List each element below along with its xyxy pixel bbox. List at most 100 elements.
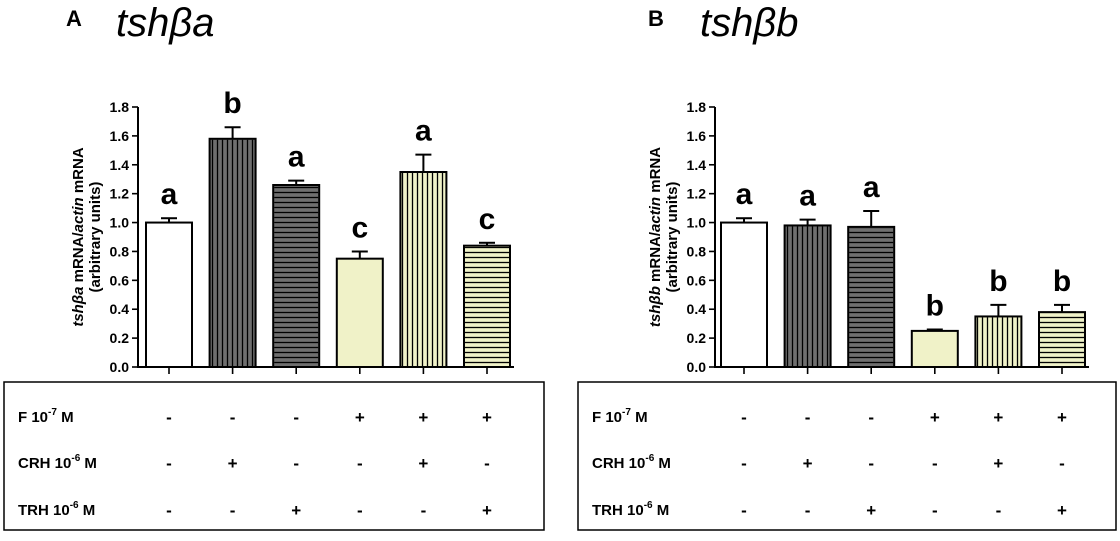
chart-title: tshβb [700, 1, 798, 45]
significance-letter: c [479, 203, 496, 236]
treatment-label: F 10-7 M [18, 407, 74, 426]
y-tick-label: 1.0 [110, 215, 130, 231]
y-tick-label: 0.8 [110, 243, 130, 259]
treatment-sign: - [230, 501, 236, 520]
treatment-sign: - [357, 501, 363, 520]
treatment-sign: + [930, 408, 940, 427]
y-tick-label: 0.8 [687, 243, 707, 259]
treatment-sign: + [1057, 408, 1067, 427]
y-tick-label: 0.2 [110, 330, 130, 346]
significance-letter: a [288, 141, 305, 174]
bar-hatch [465, 246, 509, 366]
bar-hatch [210, 139, 255, 366]
treatment-sign: - [741, 501, 747, 520]
y-axis-label-units: (arbitrary units) [664, 182, 681, 293]
treatment-sign: - [421, 501, 427, 520]
treatment-sign: - [1059, 454, 1065, 473]
treatment-sign: - [293, 454, 299, 473]
significance-letter: b [989, 265, 1007, 298]
y-tick-label: 1.6 [110, 128, 130, 144]
treatment-label: CRH 10-6 M [592, 453, 671, 472]
y-tick-label: 0.4 [110, 301, 130, 317]
y-tick-label: 1.8 [110, 99, 130, 115]
treatment-sign: - [166, 408, 172, 427]
treatment-sign: + [993, 408, 1003, 427]
treatment-sign: - [805, 408, 811, 427]
y-tick-label: 0.6 [687, 272, 707, 288]
treatment-table-border [3, 381, 545, 531]
treatment-label: TRH 10-6 M [18, 500, 95, 519]
bar-hatch [849, 227, 894, 366]
y-tick-label: 0.2 [687, 330, 707, 346]
y-axis-label: tshβa mRNA/actin mRNA [70, 147, 87, 327]
bar [910, 329, 959, 368]
treatment-sign: - [166, 501, 172, 520]
y-tick-label: 1.4 [687, 157, 707, 173]
treatment-sign: + [803, 454, 813, 473]
bar-hatch [785, 226, 830, 366]
significance-letter: a [799, 180, 816, 213]
treatment-table-border [577, 381, 1117, 531]
significance-letter: a [736, 178, 753, 211]
y-axis-label: tshβb mRNA/actin mRNA [647, 147, 664, 327]
treatment-sign: + [291, 501, 301, 520]
treatment-sign: - [741, 408, 747, 427]
treatment-label: CRH 10-6 M [18, 453, 97, 472]
treatment-sign: - [868, 408, 874, 427]
significance-letter: b [926, 289, 944, 322]
treatment-sign: + [866, 501, 876, 520]
significance-letter: b [1053, 265, 1071, 298]
y-tick-label: 1.6 [687, 128, 707, 144]
treatment-sign: + [482, 501, 492, 520]
significance-letter: b [223, 87, 241, 120]
treatment-sign: - [166, 454, 172, 473]
y-tick-label: 0.0 [687, 359, 707, 375]
treatment-sign: + [418, 408, 428, 427]
treatment-sign: - [805, 501, 811, 520]
treatment-sign: - [230, 408, 236, 427]
y-tick-label: 1.8 [687, 99, 707, 115]
bar-hatch [401, 173, 446, 366]
significance-letter: a [161, 178, 178, 211]
treatment-sign: + [418, 454, 428, 473]
significance-letter: c [351, 211, 368, 244]
treatment-label: TRH 10-6 M [592, 500, 669, 519]
treatment-sign: - [484, 454, 490, 473]
y-tick-label: 0.6 [110, 272, 130, 288]
treatment-sign: + [228, 454, 238, 473]
treatment-sign: + [482, 408, 492, 427]
treatment-sign: - [357, 454, 363, 473]
treatment-sign: - [293, 408, 299, 427]
bar [145, 221, 193, 368]
panel-letter: B [648, 6, 664, 31]
y-tick-label: 1.0 [687, 215, 707, 231]
bar-hatch [976, 317, 1021, 366]
y-axis-label-units: (arbitrary units) [87, 182, 104, 293]
significance-letter: a [863, 171, 880, 204]
treatment-sign: - [932, 501, 938, 520]
treatment-sign: - [868, 454, 874, 473]
significance-letter: a [415, 115, 432, 148]
bar [720, 221, 768, 368]
treatment-sign: + [355, 408, 365, 427]
y-tick-label: 1.4 [110, 157, 130, 173]
treatment-sign: - [932, 454, 938, 473]
panel-letter: A [66, 6, 82, 31]
y-tick-label: 1.2 [110, 186, 130, 202]
y-tick-label: 0.4 [687, 301, 707, 317]
chart-title: tshβa [116, 1, 214, 45]
bar [335, 257, 384, 368]
treatment-sign: - [996, 501, 1002, 520]
treatment-sign: - [741, 454, 747, 473]
treatment-sign: + [1057, 501, 1067, 520]
bar-hatch [274, 186, 319, 366]
bar-hatch [1040, 313, 1084, 366]
treatment-sign: + [993, 454, 1003, 473]
treatment-label: F 10-7 M [592, 407, 648, 426]
y-tick-label: 0.0 [110, 359, 130, 375]
y-tick-label: 1.2 [687, 186, 707, 202]
